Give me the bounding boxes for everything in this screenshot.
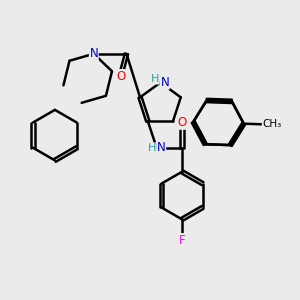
Text: N: N [157,142,166,154]
Text: H: H [148,143,156,153]
Text: CH₃: CH₃ [262,119,282,129]
Text: N: N [89,47,98,60]
Text: F: F [179,234,185,247]
Text: H: H [151,74,159,84]
Text: N: N [160,76,169,89]
Text: O: O [177,116,187,129]
Text: O: O [116,70,125,83]
